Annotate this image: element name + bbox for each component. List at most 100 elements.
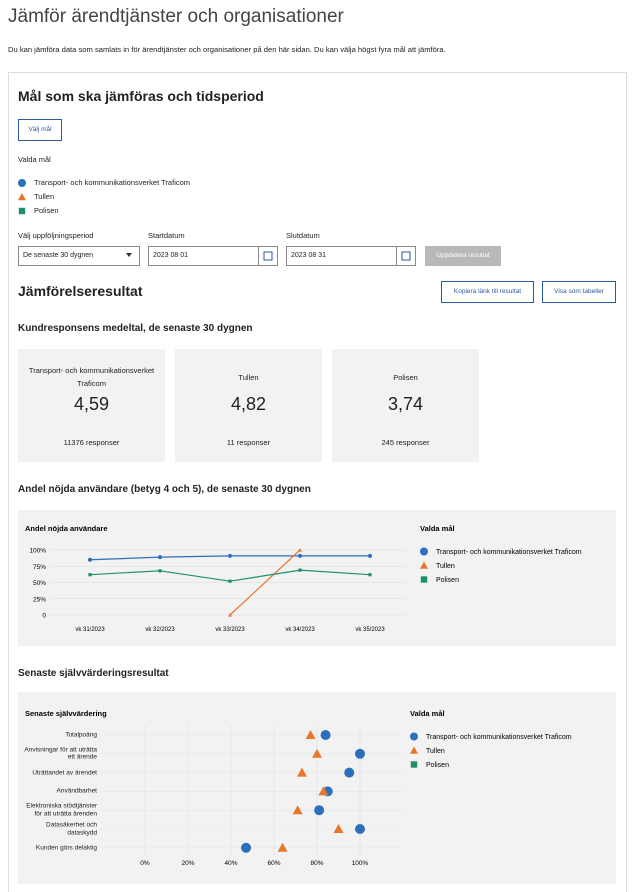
point — [88, 557, 92, 562]
point — [355, 824, 365, 834]
card-responses: 11 responser — [226, 438, 271, 447]
x-tick-label: 60% — [267, 860, 280, 867]
point — [314, 805, 325, 816]
table-button[interactable]: Visa som tabeller — [542, 281, 616, 303]
calendar-button[interactable] — [258, 246, 278, 266]
point — [296, 767, 307, 777]
legend-label: Tullen — [426, 748, 445, 755]
point — [320, 730, 331, 740]
panel — [8, 72, 627, 892]
point — [305, 730, 316, 739]
chart-panel — [18, 510, 616, 646]
legend-marker — [420, 576, 428, 583]
point — [344, 767, 355, 778]
results-title: Jämförelseresultat — [18, 283, 143, 299]
series-line — [89, 569, 371, 582]
target-marker — [18, 207, 26, 215]
legend-marker — [420, 561, 428, 569]
self-assessment-title: Senaste självvärderingsresultat — [18, 668, 169, 679]
legend-label: Tullen — [436, 563, 455, 570]
series-line — [229, 549, 301, 616]
intro: Du kan jämföra data som samlats in för ä… — [8, 45, 446, 54]
legend-label: Polisen — [426, 762, 449, 769]
legend-marker — [410, 761, 418, 768]
satisfaction-title: Andel nöjda användare (betyg 4 och 5), d… — [18, 484, 311, 495]
target-name: Transport- och kommunikationsverket Traf… — [34, 178, 191, 187]
legend-label: Transport- och kommunikationsverket Traf… — [436, 549, 582, 556]
selected-label: Valda mål — [18, 155, 51, 164]
y-tick-label: Datasäkerhet och dataskydd — [46, 821, 97, 837]
point — [318, 786, 329, 796]
point — [158, 569, 162, 573]
calendar-icon — [263, 251, 273, 261]
x-tick-label: vk 34/2023 — [285, 627, 315, 633]
card-score: 4,59 — [73, 394, 110, 414]
choose-button[interactable]: Välj mål — [18, 119, 62, 141]
point — [158, 555, 162, 560]
legend-marker — [420, 547, 428, 556]
y-tick-label: Kunden görs delaktig — [35, 844, 97, 852]
select-arrow — [126, 253, 132, 257]
end-input[interactable]: 2023 08 31 — [286, 246, 397, 266]
target-marker — [18, 193, 26, 201]
y-tick-label: 75% — [33, 564, 46, 571]
point — [368, 553, 372, 558]
chart-title: Andel nöjda användare — [25, 524, 108, 533]
card-name: Transport- och kommunikationsverket Traf… — [28, 366, 155, 388]
legend-label: Transport- och kommunikationsverket Traf… — [426, 734, 572, 741]
calendar-button[interactable] — [396, 246, 416, 266]
point — [277, 842, 288, 852]
y-tick-label: Användbarhet — [56, 787, 97, 795]
card-name: Polisen — [393, 372, 418, 382]
x-tick-label: vk 35/2023 — [355, 627, 385, 633]
target-marker — [18, 179, 26, 187]
card-responses: 11376 responser — [63, 438, 120, 447]
point — [228, 579, 232, 583]
card — [18, 349, 165, 462]
point — [228, 613, 232, 617]
card-score: 3,74 — [387, 394, 424, 414]
chart-title: Senaste självvärdering — [25, 709, 107, 718]
calendar-icon — [401, 251, 411, 261]
x-tick-label: vk 31/2023 — [75, 627, 105, 633]
point — [312, 748, 322, 758]
x-tick-label: vk 33/2023 — [215, 627, 245, 633]
card — [175, 349, 322, 462]
feedback-title: Kundresponsens medeltal, de senaste 30 d… — [18, 323, 253, 334]
legend-title: Valda mål — [420, 524, 455, 533]
point — [355, 748, 365, 759]
y-tick-label: Anvisningar för att uträtta ett ärende — [24, 746, 97, 761]
x-tick-label: vk 32/2023 — [145, 627, 175, 633]
card — [332, 349, 479, 462]
update-button[interactable]: Uppdatera resultat — [425, 246, 501, 266]
x-tick-label: 100% — [352, 860, 369, 867]
point — [298, 553, 302, 558]
point — [241, 842, 252, 853]
target-name: Polisen — [34, 206, 59, 215]
legend-title: Valda mål — [410, 709, 445, 718]
card-name: Tullen — [238, 372, 259, 382]
copy-button[interactable]: Kopiera länk till resultat — [441, 281, 534, 303]
x-tick-label: 20% — [181, 860, 194, 867]
y-tick-label: 100% — [29, 548, 46, 555]
card-responses: 245 responser — [381, 438, 430, 447]
legend-label: Polisen — [436, 577, 459, 584]
y-tick-label: 0 — [42, 613, 46, 620]
end-label: Slutdatum — [286, 231, 320, 240]
page-title: Jämför ärendtjänster och organisationer — [8, 6, 344, 27]
y-tick-label: 25% — [33, 596, 46, 603]
target-name: Tullen — [34, 192, 55, 201]
start-label: Startdatum — [148, 231, 185, 240]
y-tick-label: Uträttandet av ärendet — [32, 768, 97, 776]
point — [228, 553, 232, 558]
point — [298, 568, 302, 572]
period-select[interactable]: De senaste 30 dygnen — [18, 246, 140, 266]
point — [368, 573, 372, 577]
x-tick-label: 0% — [140, 860, 150, 867]
point — [333, 824, 344, 833]
legend-marker — [410, 746, 418, 754]
y-tick-label: 50% — [33, 580, 46, 587]
period-label: Välj uppföljningsperiod — [18, 231, 94, 240]
